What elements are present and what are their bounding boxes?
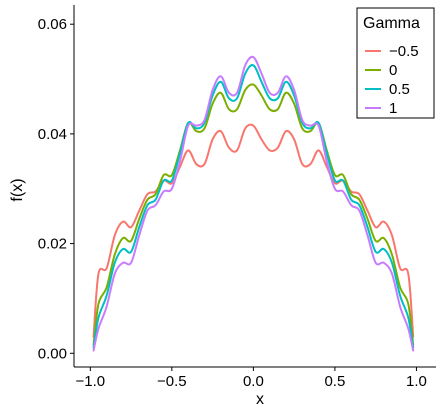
x-tick-label: 0.5 [324, 373, 345, 390]
legend-label: 0.5 [389, 81, 410, 98]
y-tick-label: 0.06 [38, 16, 67, 33]
legend-box [356, 7, 435, 119]
y-tick-label: 0.04 [38, 126, 67, 143]
plot-area [92, 55, 415, 352]
legend: Gamma −0.5 0 0.5 1 [356, 7, 435, 119]
x-axis-title: x [256, 391, 264, 408]
series-line-0.5 [92, 64, 415, 349]
legend-items: −0.5 0 0.5 1 [365, 43, 419, 117]
y-ticks: 0.00 0.02 0.04 0.06 [38, 16, 74, 362]
legend-title: Gamma [363, 15, 420, 32]
series-line-0 [92, 83, 415, 347]
x-tick-label: −1.0 [75, 373, 105, 390]
y-axis-title: f(x) [9, 178, 26, 201]
x-tick-label: 0.0 [243, 373, 264, 390]
legend-label: 1 [389, 100, 397, 117]
axes: −1.0 −0.5 0.0 0.5 1.0 0.00 0.02 0.04 0.06 x f(x… [9, 5, 436, 408]
x-ticks: −1.0 −0.5 0.0 0.5 1.0 [75, 367, 427, 390]
series-line-1 [92, 55, 415, 352]
y-tick-label: 0.02 [38, 236, 67, 253]
legend-label: 0 [389, 62, 397, 79]
x-tick-label: −0.5 [157, 373, 187, 390]
y-tick-label: 0.00 [38, 345, 67, 362]
series-line-−0.5 [92, 123, 415, 338]
legend-label: −0.5 [389, 43, 419, 60]
x-tick-label: 1.0 [406, 373, 427, 390]
